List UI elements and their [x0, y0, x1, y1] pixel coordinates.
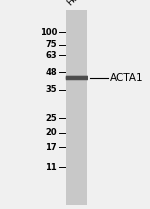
- FancyBboxPatch shape: [66, 77, 88, 79]
- Text: ACTA1: ACTA1: [110, 73, 143, 83]
- Bar: [66, 10, 87, 205]
- Text: 100: 100: [40, 28, 57, 37]
- FancyBboxPatch shape: [66, 77, 88, 79]
- Text: 20: 20: [45, 128, 57, 137]
- FancyBboxPatch shape: [66, 77, 88, 79]
- Bar: [66, 76, 88, 80]
- Text: 35: 35: [45, 85, 57, 94]
- FancyBboxPatch shape: [66, 76, 88, 80]
- FancyBboxPatch shape: [66, 76, 88, 79]
- Text: 25: 25: [45, 113, 57, 123]
- Text: 63: 63: [45, 51, 57, 60]
- FancyBboxPatch shape: [66, 76, 88, 80]
- Text: 11: 11: [45, 163, 57, 172]
- Text: 48: 48: [45, 68, 57, 77]
- FancyBboxPatch shape: [66, 75, 88, 80]
- FancyBboxPatch shape: [66, 76, 88, 80]
- FancyBboxPatch shape: [66, 76, 88, 80]
- Text: 75: 75: [45, 40, 57, 50]
- Text: Heart: Heart: [65, 0, 89, 7]
- FancyBboxPatch shape: [66, 76, 88, 80]
- Text: 17: 17: [45, 143, 57, 152]
